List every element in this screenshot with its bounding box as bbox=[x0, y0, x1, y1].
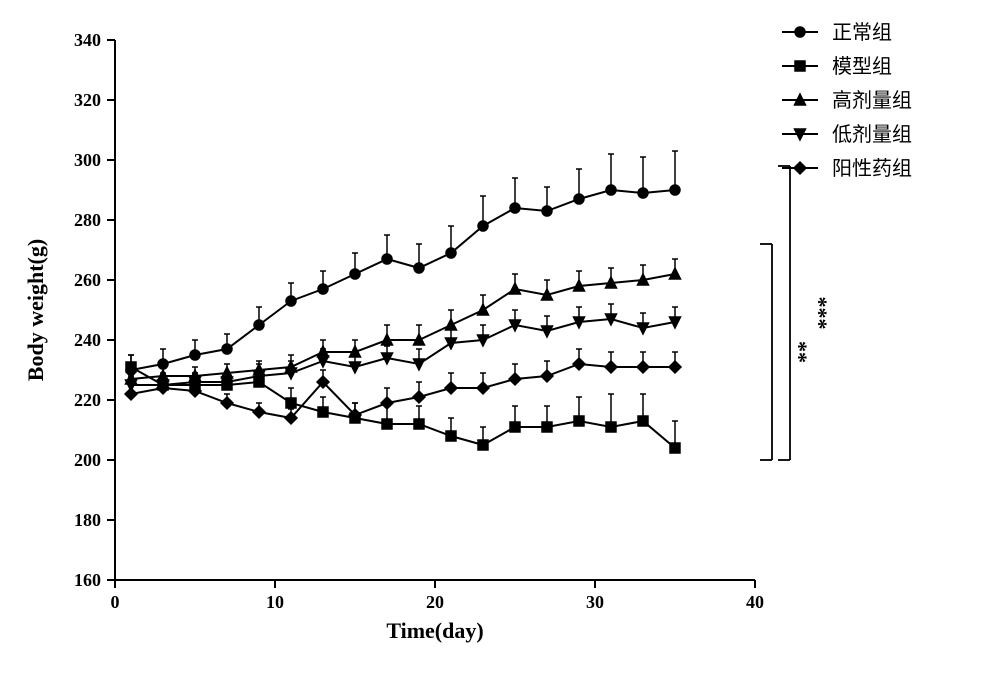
y-tick-label: 320 bbox=[74, 90, 101, 110]
y-axis-title: Body weight(g) bbox=[23, 239, 48, 381]
y-tick-label: 300 bbox=[74, 150, 101, 170]
x-tick-label: 30 bbox=[586, 592, 604, 612]
y-tick-label: 340 bbox=[74, 30, 101, 50]
significance-label: ** bbox=[787, 341, 812, 363]
legend-label: 阳性药组 bbox=[832, 157, 912, 180]
x-axis-title: Time(day) bbox=[386, 618, 483, 643]
x-tick-label: 0 bbox=[111, 592, 120, 612]
y-tick-label: 200 bbox=[74, 450, 101, 470]
y-tick-label: 180 bbox=[74, 510, 101, 530]
significance-label: *** bbox=[807, 297, 832, 330]
x-tick-label: 40 bbox=[746, 592, 764, 612]
y-tick-label: 240 bbox=[74, 330, 101, 350]
legend-label: 模型组 bbox=[832, 55, 892, 78]
y-tick-label: 260 bbox=[74, 270, 101, 290]
legend-label: 高剂量组 bbox=[832, 89, 912, 112]
legend-label: 低剂量组 bbox=[832, 123, 912, 146]
x-tick-label: 10 bbox=[266, 592, 284, 612]
chart-svg: 0 10 20 30 40 160 180 200 220 240 260 280 300 320 340 T… bbox=[0, 0, 1000, 697]
y-tick-label: 220 bbox=[74, 390, 101, 410]
chart-container: 0 10 20 30 40 160 180 200 220 240 260 280 300 320 340 T… bbox=[0, 0, 1000, 697]
y-tick-label: 160 bbox=[74, 570, 101, 590]
x-tick-label: 20 bbox=[426, 592, 444, 612]
legend-label: 正常组 bbox=[832, 21, 892, 44]
y-tick-label: 280 bbox=[74, 210, 101, 230]
